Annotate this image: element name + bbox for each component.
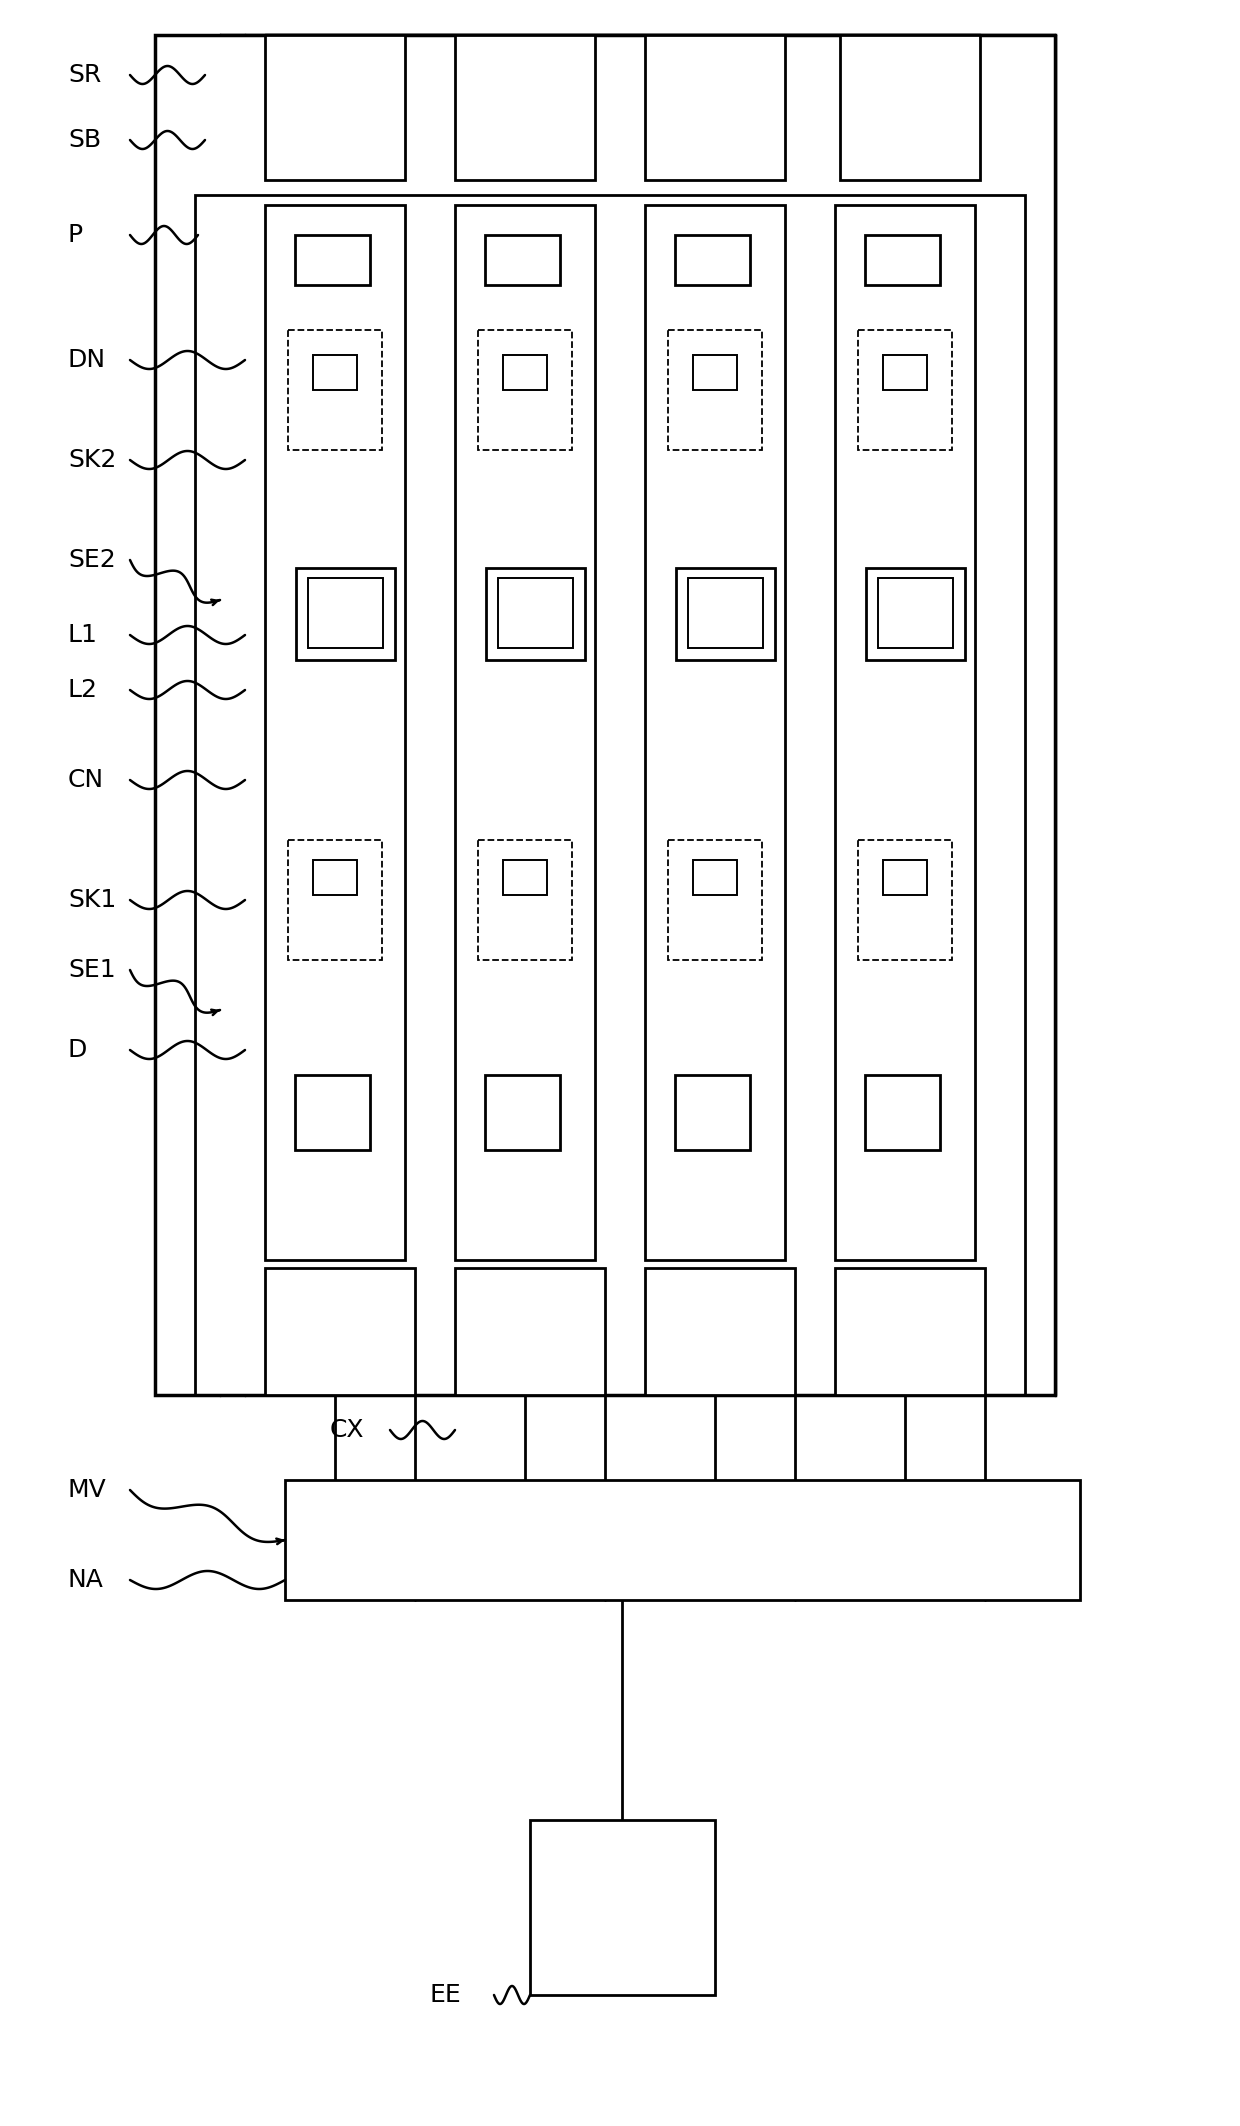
Bar	[883, 861, 928, 895]
Bar	[645, 1267, 795, 1395]
Bar	[498, 578, 573, 648]
Text: CN: CN	[68, 767, 104, 793]
Bar	[858, 330, 952, 451]
Bar	[839, 34, 980, 181]
Bar	[503, 861, 547, 895]
Bar	[878, 578, 954, 648]
Bar	[265, 34, 405, 181]
Bar	[529, 1820, 715, 1994]
Bar	[883, 355, 928, 389]
Bar	[477, 840, 572, 961]
Bar	[155, 34, 1055, 1395]
Bar	[693, 861, 737, 895]
Bar	[265, 204, 405, 1261]
Text: CX: CX	[330, 1418, 365, 1441]
Bar	[308, 578, 383, 648]
Bar	[503, 355, 547, 389]
Text: SK1: SK1	[68, 889, 117, 912]
Bar	[477, 330, 572, 451]
Bar	[312, 355, 357, 389]
Text: P: P	[68, 223, 83, 247]
Text: DN: DN	[68, 349, 107, 372]
Bar	[485, 236, 560, 285]
Bar	[668, 330, 763, 451]
Text: L2: L2	[68, 678, 98, 702]
Bar	[668, 840, 763, 961]
Bar	[676, 568, 775, 659]
Text: L1: L1	[68, 623, 98, 646]
Bar	[866, 568, 965, 659]
Text: SE2: SE2	[68, 549, 115, 572]
Bar	[285, 1480, 1080, 1601]
Bar	[835, 1267, 985, 1395]
Text: D: D	[68, 1037, 87, 1063]
Bar	[675, 236, 750, 285]
Bar	[455, 204, 595, 1261]
Text: SR: SR	[68, 64, 102, 87]
Bar	[835, 204, 975, 1261]
Text: MV: MV	[68, 1478, 107, 1501]
Bar	[455, 34, 595, 181]
Bar	[645, 204, 785, 1261]
Bar	[693, 355, 737, 389]
Text: SE1: SE1	[68, 959, 115, 982]
Bar	[858, 840, 952, 961]
Bar	[866, 236, 940, 285]
Bar	[288, 330, 382, 451]
Bar	[455, 1267, 605, 1395]
Bar	[295, 236, 370, 285]
Bar	[295, 1076, 370, 1150]
Bar	[688, 578, 763, 648]
Bar	[866, 1076, 940, 1150]
Text: SK2: SK2	[68, 449, 117, 472]
Bar	[485, 1076, 560, 1150]
Bar	[195, 196, 1025, 1395]
Text: SB: SB	[68, 128, 102, 151]
Bar	[312, 861, 357, 895]
Bar	[486, 568, 585, 659]
Bar	[296, 568, 396, 659]
Bar	[645, 34, 785, 181]
Bar	[288, 840, 382, 961]
Text: EE: EE	[430, 1984, 461, 2007]
Text: NA: NA	[68, 1569, 104, 1592]
Bar	[675, 1076, 750, 1150]
Bar	[265, 1267, 415, 1395]
